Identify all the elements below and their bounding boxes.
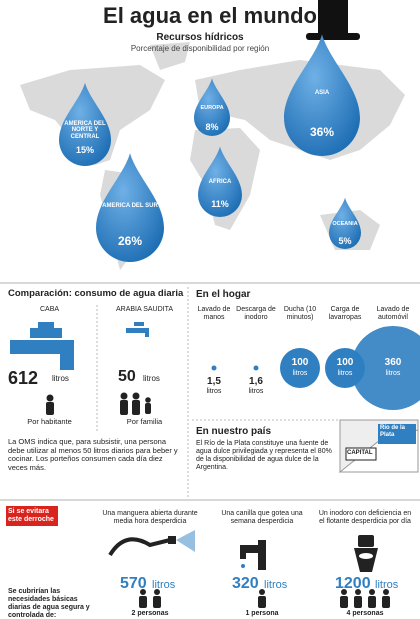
unit: litros bbox=[248, 388, 264, 395]
volume-circle bbox=[211, 365, 217, 371]
water-drop bbox=[194, 78, 230, 136]
person-icon bbox=[369, 589, 375, 595]
local-map bbox=[338, 419, 419, 473]
people: 4 personas bbox=[346, 610, 384, 617]
basis: Por familia bbox=[126, 417, 163, 426]
person-icon bbox=[382, 596, 390, 608]
person-icon bbox=[139, 596, 147, 608]
person-icon bbox=[153, 596, 161, 608]
people: 2 personas bbox=[131, 610, 169, 617]
unit: litros bbox=[206, 388, 222, 395]
unit: litros bbox=[264, 579, 288, 591]
person-icon bbox=[368, 596, 376, 608]
amount: 100 bbox=[291, 357, 309, 368]
footer: Se cubrirían las necesidades básicas dia… bbox=[8, 588, 90, 619]
region-value: 8% bbox=[205, 121, 219, 132]
region-value: 26% bbox=[117, 233, 143, 248]
amount: 1200 bbox=[335, 575, 371, 592]
section-title: En el hogar bbox=[196, 289, 251, 300]
person-icon bbox=[140, 589, 146, 595]
section-title: En nuestro país bbox=[196, 426, 272, 437]
volume-circle bbox=[253, 365, 259, 371]
region-value: 36% bbox=[309, 124, 335, 139]
water bbox=[176, 530, 373, 568]
person-icon bbox=[341, 589, 347, 595]
unit: litros bbox=[375, 579, 399, 591]
unit: litros bbox=[337, 370, 353, 377]
unit: litros bbox=[143, 374, 160, 383]
item-label: Ducha (10 minutos) bbox=[283, 306, 317, 322]
top-hat bbox=[306, 0, 360, 40]
person-icon bbox=[340, 596, 348, 608]
region-name: ASIA bbox=[314, 89, 330, 96]
map-label: Río de la Plata bbox=[380, 425, 406, 438]
person-icon bbox=[383, 589, 389, 595]
water-drop bbox=[59, 82, 111, 166]
subtitle: Recursos hídricos bbox=[156, 32, 244, 43]
person-icon bbox=[354, 596, 362, 608]
unit: litros bbox=[152, 579, 176, 591]
title: El agua en el mundo bbox=[103, 3, 317, 28]
place: ARABIA SAUDITA bbox=[115, 306, 174, 313]
section-title: Comparación: consumo de agua diaria bbox=[8, 288, 184, 299]
region-name: AFRICA bbox=[208, 178, 232, 185]
region-value: 5% bbox=[338, 236, 352, 247]
map-label: CAPITAL bbox=[347, 450, 373, 456]
region-value: 11% bbox=[211, 199, 229, 210]
item-label: Carga de lavarropas bbox=[328, 306, 362, 322]
basis: Por habitante bbox=[27, 417, 72, 426]
volume-circle bbox=[280, 348, 320, 388]
region-value: 15% bbox=[75, 145, 94, 156]
faucet-icon bbox=[10, 322, 149, 370]
water-drop bbox=[329, 197, 361, 249]
region-name: OCEANIA bbox=[332, 221, 358, 227]
amount: 360 bbox=[384, 357, 402, 368]
volume-circle bbox=[351, 326, 420, 410]
person-icon bbox=[46, 392, 151, 415]
caption: Porcentaje de disponibilidad por región bbox=[130, 44, 270, 53]
people: 1 persona bbox=[245, 610, 279, 617]
unit: litros bbox=[292, 370, 308, 377]
person-icon bbox=[258, 596, 266, 608]
water-drop bbox=[284, 34, 360, 156]
waste-icons bbox=[108, 535, 378, 572]
person-icon bbox=[355, 589, 361, 595]
unit: litros bbox=[52, 374, 69, 383]
warning-label bbox=[6, 506, 58, 526]
place: CABA bbox=[39, 306, 60, 313]
amount: 100 bbox=[336, 357, 354, 368]
region-name: AMERICA DEL SUR bbox=[102, 202, 158, 209]
amount: 1,6 bbox=[249, 376, 263, 387]
amount: 570 bbox=[120, 575, 147, 592]
note: La OMS indica que, para subsistir, una p… bbox=[8, 437, 178, 472]
amount: 612 bbox=[8, 368, 39, 388]
amount: 320 bbox=[232, 575, 259, 592]
region-name: EUROPA bbox=[200, 104, 224, 111]
body-text: El Río de la Plata constituye una fuente… bbox=[196, 440, 332, 472]
water-drop bbox=[96, 153, 164, 262]
unit: litros bbox=[385, 370, 401, 377]
amount: 50 bbox=[118, 368, 136, 385]
description: Una manguera abierta durante media hora … bbox=[102, 510, 198, 526]
region-name: AMERICA DEL NORTE Y CENTRAL bbox=[64, 120, 106, 141]
description: Una canilla que gotea una semana desperd… bbox=[221, 510, 303, 526]
description: Un inodoro con deficiencia en el flotant… bbox=[318, 510, 412, 526]
person-icon bbox=[154, 589, 160, 595]
water-drop bbox=[198, 146, 242, 217]
person-icon bbox=[259, 589, 265, 595]
warning-title: Si se evitara este derroche bbox=[8, 508, 54, 524]
item-label: Lavado de automóvil bbox=[376, 306, 410, 322]
item-label: Lavado de manos bbox=[197, 306, 231, 322]
amount: 1,5 bbox=[207, 376, 221, 387]
item-label: Descarga de inodoro bbox=[236, 306, 276, 322]
